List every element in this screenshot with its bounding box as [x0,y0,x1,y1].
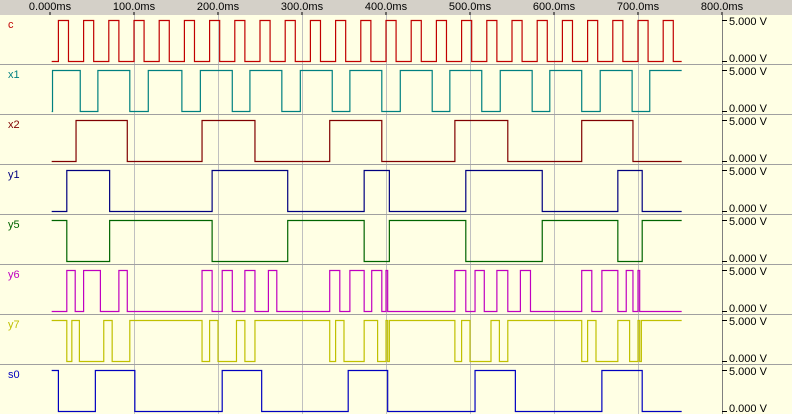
low-voltage-label: 0.000 V [729,403,768,414]
time-tick-label: 100.0ms [113,1,156,13]
waveform [51,169,682,213]
time-tick-label: 600.0ms [533,1,576,13]
time-ruler [0,0,792,15]
time-tick-label: 800.0ms [701,1,744,13]
time-tick-label: 200.0ms [197,1,240,13]
high-voltage-label: 5.000 V [729,216,768,228]
waveform [51,69,682,113]
high-voltage-label: 5.000 V [729,116,768,128]
low-voltage-label: 0.000 V [729,153,768,165]
channel-name: x2 [8,119,20,131]
channel-name: s0 [8,369,20,381]
time-tick-label: 400.0ms [365,1,408,13]
channel-name: x1 [8,69,20,81]
time-tick-label: 700.0ms [617,1,660,13]
channel-name: y1 [8,169,20,181]
low-voltage-label: 0.000 V [729,53,768,65]
waveform [51,19,682,63]
low-voltage-label: 0.000 V [729,303,768,315]
waveform [51,319,682,363]
high-voltage-label: 5.000 V [729,316,768,328]
time-tick-label: 300.0ms [281,1,324,13]
high-voltage-label: 5.000 V [729,16,768,28]
channel-name: y6 [8,269,20,281]
waveform [51,219,682,263]
channel-name: y5 [8,219,20,231]
waveform [51,119,682,163]
channel-name: c [8,19,14,31]
waveform [51,369,682,413]
low-voltage-label: 0.000 V [729,103,768,115]
low-voltage-label: 0.000 V [729,353,768,365]
high-voltage-label: 5.000 V [729,266,768,278]
low-voltage-label: 0.000 V [729,203,768,215]
high-voltage-label: 5.000 V [729,166,768,178]
time-tick-label: 500.0ms [449,1,492,13]
waveform [51,269,682,313]
channel-name: y7 [8,319,20,331]
high-voltage-label: 5.000 V [729,366,768,378]
high-voltage-label: 5.000 V [729,66,768,78]
low-voltage-label: 0.000 V [729,253,768,265]
time-tick-label: 0.000ms [29,1,72,13]
